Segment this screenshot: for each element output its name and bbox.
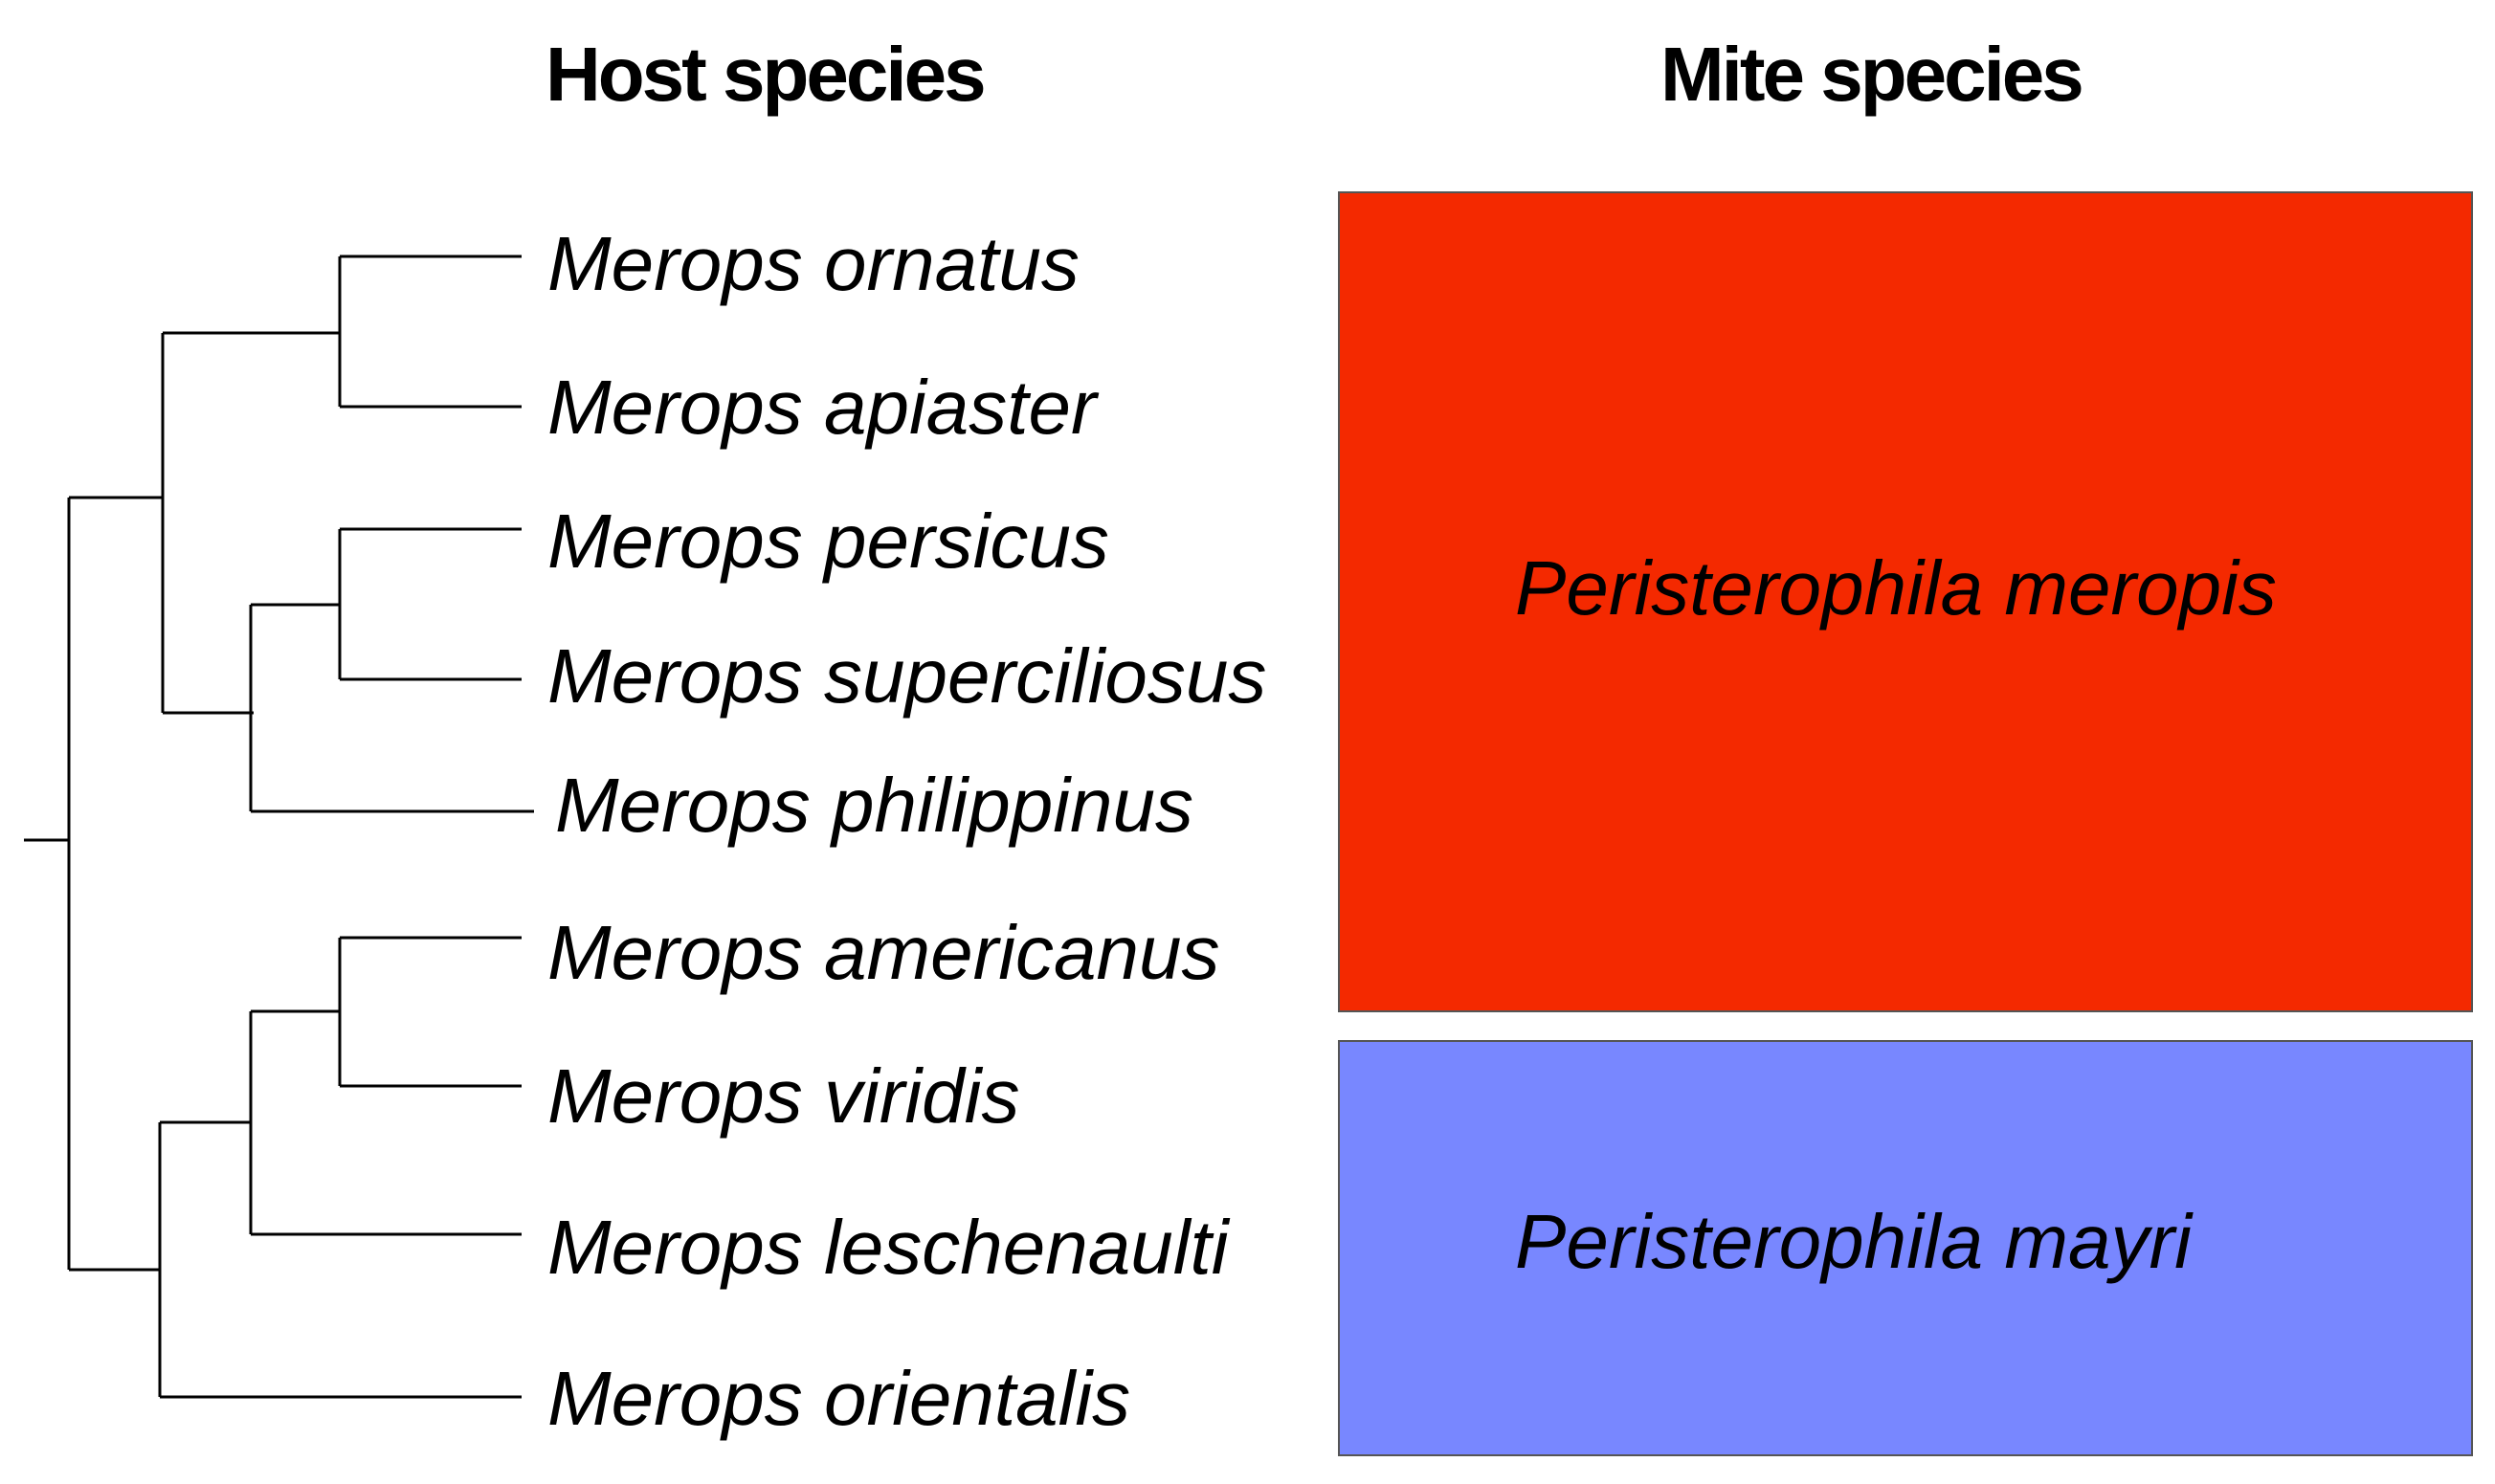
mite-box-mayri: [1338, 1040, 2473, 1456]
host-taxon-ornatus: Merops ornatus: [547, 221, 1080, 306]
host-taxon-apiaster: Merops apiaster: [547, 365, 1097, 450]
mite-species-header: Mite species: [1660, 32, 2084, 117]
host-taxon-leschenaulti: Merops leschenaulti: [547, 1205, 1229, 1290]
host-taxon-viridis: Merops viridis: [547, 1053, 1020, 1139]
host-taxon-americanus: Merops americanus: [547, 910, 1220, 995]
mite-box-meropis: [1338, 191, 2473, 1012]
mite-label-meropis: Peristerophila meropis: [1515, 545, 2277, 631]
host-taxon-philippinus: Merops philippinus: [555, 763, 1194, 848]
host-taxon-persicus: Merops persicus: [547, 498, 1109, 584]
host-taxon-orientalis: Merops orientalis: [547, 1356, 1131, 1441]
mite-label-mayri: Peristerophila mayri: [1515, 1199, 2192, 1284]
host-taxon-superciliosus: Merops superciliosus: [547, 633, 1267, 719]
host-species-header: Host species: [546, 32, 987, 117]
